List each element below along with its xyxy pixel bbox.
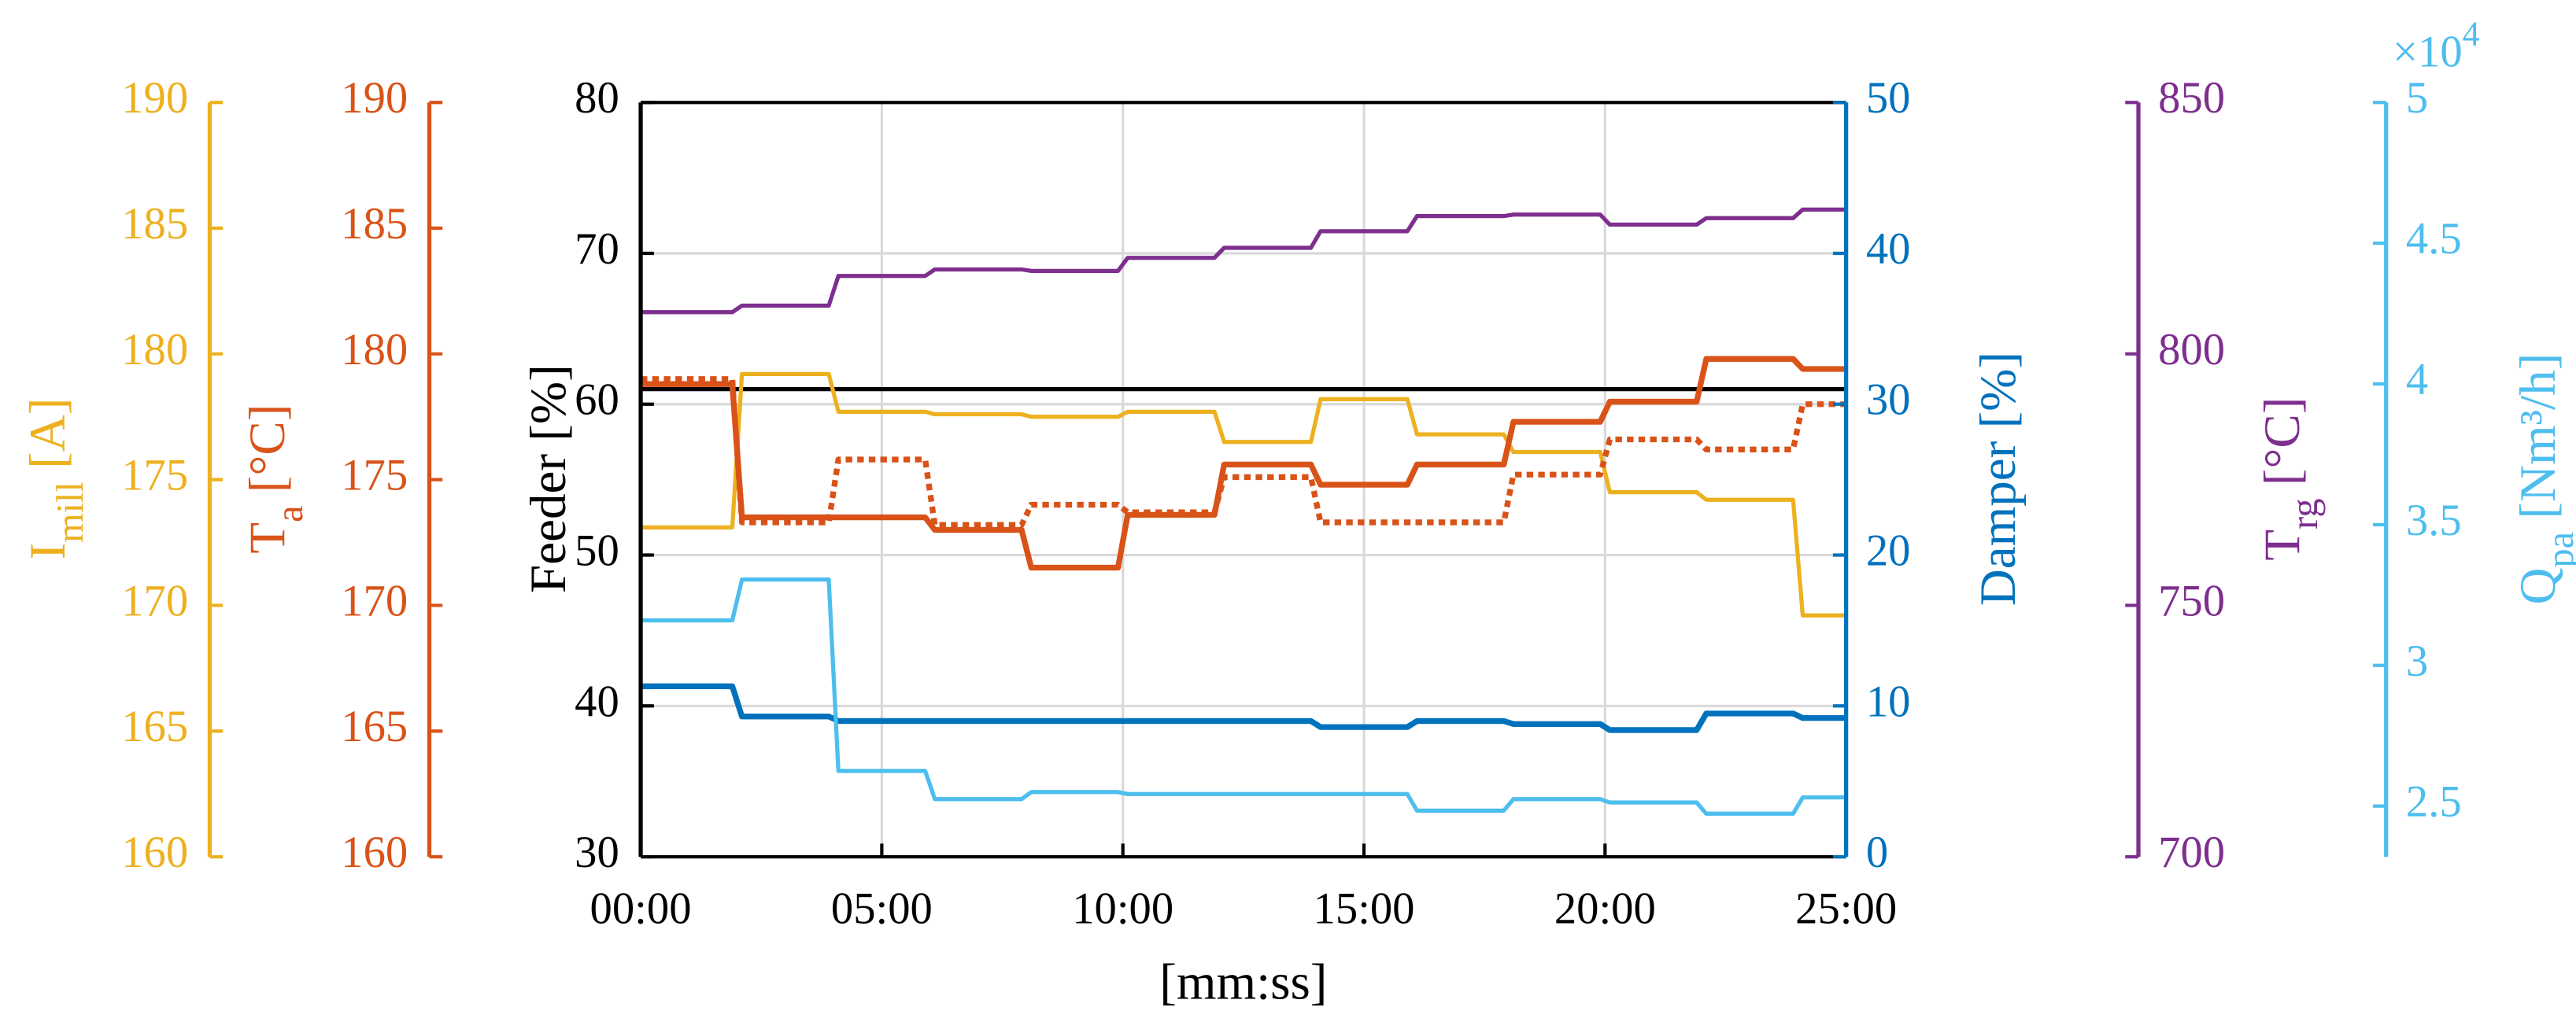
label-part: mill	[50, 481, 91, 543]
label-part: [°C]	[239, 404, 296, 506]
y-axis-label: Feeder [%]	[520, 364, 577, 593]
y-tick-label: 170	[121, 577, 188, 625]
y-tick-label: 10	[1866, 677, 1911, 726]
y-axis-label: Qpa [Nm³/h]	[2510, 353, 2576, 605]
series-line	[641, 356, 1846, 571]
y-tick-label: 5	[2406, 74, 2428, 123]
y-tick-label: 4	[2406, 356, 2428, 404]
y-tick-label: 160	[121, 828, 188, 877]
y-tick-label: 60	[575, 376, 619, 425]
y-tick-label: 800	[2158, 326, 2225, 374]
y-tick-label: 190	[121, 74, 188, 123]
series-line	[641, 376, 1846, 528]
y-tick-label: 30	[1866, 376, 1911, 425]
x-tick-label: 05:00	[831, 884, 933, 933]
y-tick-label: 185	[121, 200, 188, 249]
y-tick-label: 165	[341, 703, 408, 751]
y-tick-label: 20	[1866, 527, 1911, 576]
y-tick-label: 50	[1866, 74, 1911, 123]
y-tick-label: 80	[575, 74, 619, 123]
y-tick-label: 40	[1866, 225, 1911, 274]
y-tick-label: 2.5	[2406, 778, 2462, 827]
y-tick-label: 750	[2158, 577, 2225, 625]
y-axis-label: Damper [%]	[1970, 352, 2027, 606]
label-part: I	[20, 543, 76, 560]
label-part: rg	[2283, 499, 2325, 529]
y-tick-label: 30	[575, 828, 619, 877]
series-line	[641, 577, 1846, 816]
series-line	[641, 683, 1846, 733]
x-tick-label: 10:00	[1072, 884, 1173, 933]
label-part: a	[269, 505, 311, 522]
exponent-base: ×10	[2393, 28, 2463, 76]
x-tick-label: 25:00	[1795, 884, 1897, 933]
label-part: Damper [%]	[1970, 352, 2027, 606]
y-tick-label: 700	[2158, 828, 2225, 877]
series-group	[641, 207, 1846, 816]
y-tick-label: 175	[121, 452, 188, 500]
series-line	[641, 371, 1846, 618]
y-tick-label: 70	[575, 225, 619, 274]
label-part: [Nm³/h]	[2510, 353, 2567, 532]
label-part: T	[239, 522, 296, 554]
label-part: Feeder [%]	[520, 364, 577, 593]
y-tick-label: 4.5	[2406, 215, 2462, 264]
y-tick-label: 185	[341, 200, 408, 249]
y-tick-label: 175	[341, 452, 408, 500]
y-tick-label: 165	[121, 703, 188, 751]
axis-exponent: ×104	[2393, 14, 2480, 76]
label-part: Q	[2510, 567, 2567, 604]
y-axis-label: Imill [A]	[20, 398, 91, 560]
x-tick-label: 20:00	[1554, 884, 1656, 933]
y-tick-label: 850	[2158, 74, 2225, 123]
y-tick-label: 3.5	[2406, 496, 2462, 545]
y-axis-label: Trg [°C]	[2254, 397, 2326, 561]
x-axis-label: [mm:ss]	[1159, 954, 1327, 1011]
label-part: [A]	[20, 398, 76, 482]
y-tick-label: 50	[575, 527, 619, 576]
exponent-power: 4	[2463, 14, 2480, 53]
y-tick-label: 180	[341, 326, 408, 374]
label-part: [°C]	[2254, 397, 2311, 499]
series-line	[641, 207, 1846, 315]
y-tick-label: 190	[341, 74, 408, 123]
label-part: pa	[2540, 532, 2576, 568]
y-tick-label: 160	[341, 828, 408, 877]
y-axis-label: Ta [°C]	[239, 404, 311, 554]
x-tick-label: 00:00	[590, 884, 692, 933]
y-tick-label: 3	[2406, 637, 2428, 686]
x-tick-label: 15:00	[1314, 884, 1415, 933]
y-tick-label: 0	[1866, 828, 1888, 877]
y-tick-label: 40	[575, 677, 619, 726]
y-tick-label: 180	[121, 326, 188, 374]
y-tick-label: 170	[341, 577, 408, 625]
label-part: T	[2254, 529, 2311, 561]
